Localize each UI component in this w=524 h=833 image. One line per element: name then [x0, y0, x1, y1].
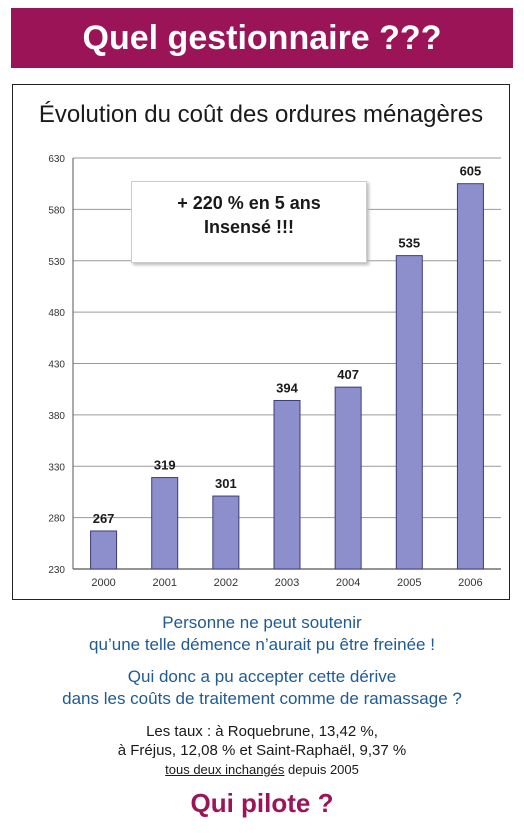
- chart-title: Évolution du coût des ordures ménagères: [38, 101, 484, 128]
- x-tick-label: 2000: [91, 577, 115, 589]
- x-tick-label: 2006: [458, 577, 482, 589]
- data-label: 605: [460, 164, 482, 179]
- data-label: 407: [337, 367, 359, 382]
- p3-rest-text: depuis 2005: [284, 762, 359, 777]
- data-label: 394: [276, 380, 298, 395]
- y-tick-label: 480: [48, 308, 65, 319]
- banner-title: Quel gestionnaire ???: [82, 18, 442, 57]
- bar: [273, 399, 301, 570]
- p3-line-1: Les taux : à Roquebrune, 13,42 %,: [146, 723, 378, 740]
- y-tick-label: 580: [48, 205, 65, 216]
- bar: [456, 183, 484, 570]
- annotation-line-1: + 220 % en 5 ans: [177, 193, 321, 213]
- chart-annotation: + 220 % en 5 ans Insensé !!!: [131, 181, 367, 263]
- data-label: 319: [154, 458, 176, 473]
- x-tick-label: 2004: [336, 577, 360, 589]
- header-banner: Quel gestionnaire ???: [11, 8, 513, 68]
- bar-chart: 230 280 330 380 430 480 530 580 630 267 2000 319 200…: [48, 154, 501, 589]
- y-tick-label: 630: [48, 154, 65, 165]
- data-label: 301: [215, 476, 237, 491]
- x-tick-label: 2005: [397, 577, 421, 589]
- chart-frame: Évolution du coût des ordures ménagères …: [12, 84, 510, 600]
- y-tick-label: 380: [48, 411, 65, 422]
- annotation-line-2: Insensé !!!: [203, 217, 295, 237]
- y-tick-label: 530: [48, 257, 65, 268]
- data-label: 535: [398, 236, 420, 251]
- paragraph-3: Les taux : à Roquebrune, 13,42 %, à Fréj…: [0, 722, 524, 779]
- bar: [90, 530, 118, 570]
- y-tick-label: 280: [48, 514, 65, 525]
- paragraph-1: Personne ne peut soutenir qu’une telle d…: [0, 612, 524, 656]
- paragraph-2: Qui donc a pu accepter cette dérive dans…: [0, 666, 524, 710]
- p2-line-2: dans les coûts de traitement comme de ra…: [62, 689, 462, 708]
- y-tick-label: 430: [48, 360, 65, 371]
- p1-line-1: Personne ne peut soutenir: [162, 613, 362, 632]
- bar: [151, 477, 179, 570]
- footer-title: Qui pilote ?: [190, 788, 334, 818]
- bar: [395, 255, 423, 570]
- p3-line-2: à Fréjus, 12,08 % et Saint-Raphaël, 9,37…: [117, 742, 407, 759]
- x-tick-label: 2003: [275, 577, 299, 589]
- x-tick-label: 2001: [152, 577, 176, 589]
- data-label: 267: [93, 511, 115, 526]
- p3-underlined-text: tous deux inchangés: [165, 762, 285, 777]
- x-tick-label: 2002: [214, 577, 238, 589]
- bar: [212, 495, 240, 570]
- p2-line-1: Qui donc a pu accepter cette dérive: [127, 667, 397, 686]
- bar: [334, 386, 362, 570]
- p1-line-2: qu’une telle démence n’aurait pu être fr…: [89, 635, 435, 654]
- y-tick-label: 330: [48, 462, 65, 473]
- y-tick-label: 230: [48, 565, 65, 576]
- p3-line-3: tous deux inchangés depuis 2005: [0, 760, 524, 779]
